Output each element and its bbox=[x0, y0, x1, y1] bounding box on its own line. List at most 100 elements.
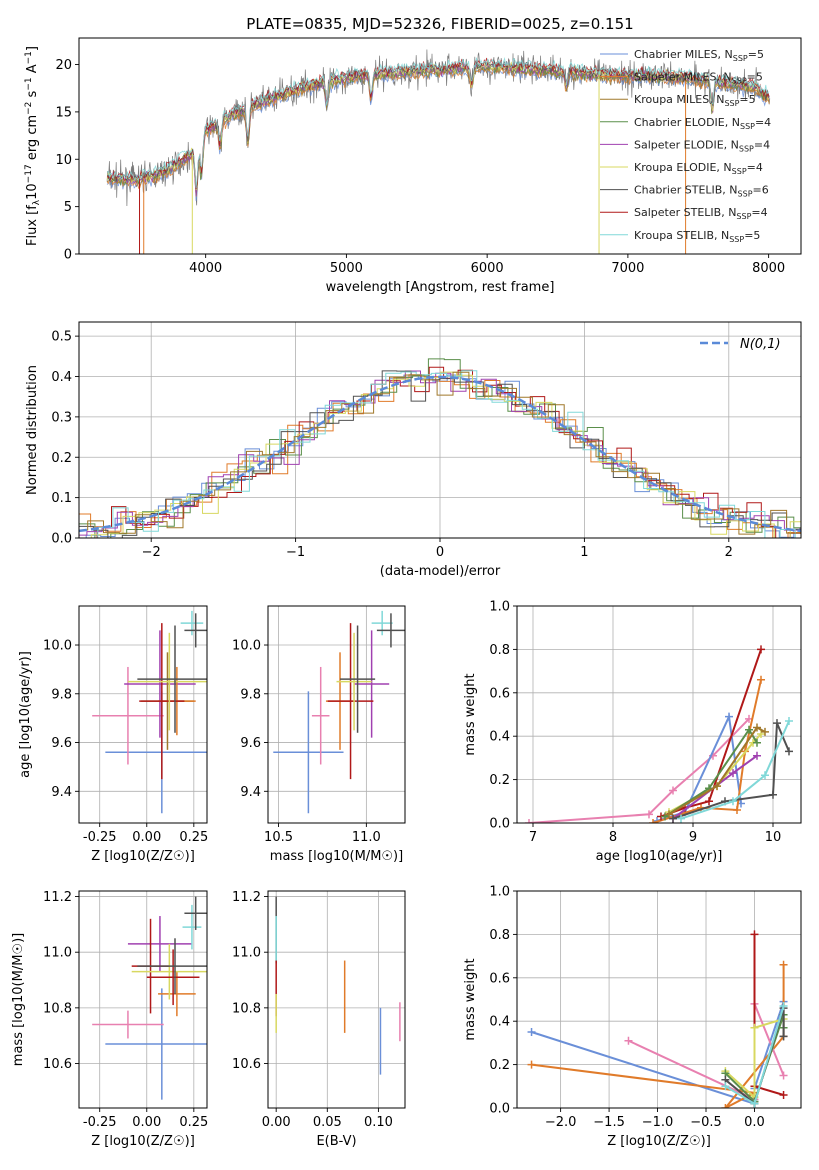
legend-label-subscript: SSP bbox=[732, 77, 747, 86]
legend-label-text: Kroupa ELODIE, N bbox=[634, 161, 732, 174]
legend-label-value: =4 bbox=[755, 116, 771, 129]
mass-weight-marker bbox=[769, 790, 777, 799]
legend-label: N(0,1) bbox=[740, 337, 781, 352]
x-tick-label: 10.5 bbox=[264, 830, 293, 845]
mass-weight-marker bbox=[729, 797, 737, 806]
plot-area-mass_vs_Z bbox=[92, 896, 207, 1100]
mass-weight-marker bbox=[527, 1060, 536, 1069]
y-tick-label: 10.8 bbox=[232, 1001, 261, 1016]
legend-label-text: Salpeter STELIB, N bbox=[634, 206, 736, 219]
y-tick-label: 10.6 bbox=[43, 1057, 72, 1072]
y-tick-label: 10.0 bbox=[43, 639, 72, 654]
y-axis-label-part: −17 bbox=[24, 164, 34, 183]
axes-frame bbox=[78, 37, 802, 255]
legend-label: Chabrier STELIB, NSSP=6 bbox=[634, 184, 769, 199]
legend-label-value: =4 bbox=[751, 206, 767, 219]
x-tick-label: 1 bbox=[580, 545, 588, 560]
mass-weight-marker bbox=[649, 819, 657, 823]
y-tick-label: 0.8 bbox=[489, 643, 510, 658]
y-tick-label: 9.6 bbox=[240, 736, 261, 751]
plot-area-weight_vs_Z bbox=[527, 930, 788, 1108]
y-tick-label: 0.4 bbox=[51, 370, 72, 385]
x-axis-label: (data-model)/error bbox=[380, 564, 501, 579]
x-tick-label: 0.25 bbox=[179, 830, 208, 845]
mass-weight-marker bbox=[750, 1099, 759, 1108]
x-axis-label: mass [log10(M/M☉)] bbox=[270, 849, 403, 864]
x-axis-label: E(B-V) bbox=[316, 1134, 356, 1149]
mass-weight-marker bbox=[527, 1028, 536, 1037]
y-tick-label: 9.4 bbox=[51, 785, 72, 800]
x-tick-label: 7000 bbox=[611, 261, 644, 276]
mass-weight-marker bbox=[645, 810, 653, 819]
legend-label: Kroupa ELODIE, NSSP=4 bbox=[634, 161, 763, 176]
panel-weight_vs_Z: −2.0 −1.5 −1.0 −0.5 0.0 0.0 0.2 0.4 0.6 0.8 1.0 Z [… bbox=[463, 885, 802, 1149]
axes-frame bbox=[267, 890, 406, 1109]
legend-label-subscript: SSP bbox=[736, 212, 751, 221]
y-axis-label-part: −2 bbox=[24, 102, 34, 115]
x-tick-label: 2 bbox=[725, 545, 733, 560]
y-axis-label-part: erg cm bbox=[25, 115, 40, 164]
x-tick-label: −1 bbox=[286, 545, 305, 560]
legend-label-text: Chabrier ELODIE, N bbox=[634, 116, 740, 129]
y-tick-label: 9.6 bbox=[51, 736, 72, 751]
x-tick-label: 5000 bbox=[330, 261, 363, 276]
y-tick-label: 0.2 bbox=[489, 773, 510, 788]
x-tick-label: 6000 bbox=[471, 261, 504, 276]
y-axis-label: Flux [fλ10−17 erg cm−2 s−1 A−1] bbox=[24, 46, 42, 246]
legend-label-value: =4 bbox=[747, 161, 763, 174]
y-tick-label: 0.3 bbox=[51, 410, 72, 425]
residual-histogram bbox=[79, 358, 801, 538]
mass-weight-marker bbox=[753, 751, 761, 760]
y-tick-label: 20 bbox=[55, 58, 72, 73]
legend-label-text: Kroupa MILES, N bbox=[634, 93, 724, 106]
y-axis-label: mass weight bbox=[463, 673, 478, 755]
legend-label-text: Salpeter MILES, N bbox=[634, 71, 732, 84]
y-tick-label: 0.8 bbox=[489, 928, 510, 943]
mass-weight-line bbox=[753, 934, 784, 1104]
y-axis-label-part: s bbox=[25, 90, 40, 101]
legend-label-subscript: SSP bbox=[739, 144, 754, 153]
legend-label-text: Salpeter ELODIE, N bbox=[634, 138, 739, 151]
y-tick-label: 10.8 bbox=[43, 1001, 72, 1016]
x-tick-label: 11.0 bbox=[352, 830, 381, 845]
y-tick-label: 9.8 bbox=[51, 687, 72, 702]
x-tick-label: -0.25 bbox=[83, 830, 117, 845]
plot-area-age_vs_Z bbox=[92, 610, 207, 814]
x-tick-label: 0.05 bbox=[313, 1115, 342, 1130]
mass-weight-marker bbox=[753, 723, 761, 732]
mass-weight-marker bbox=[713, 782, 721, 791]
y-tick-label: 9.8 bbox=[240, 687, 261, 702]
y-tick-label: 11.0 bbox=[43, 946, 72, 961]
mass-weight-marker bbox=[677, 814, 685, 823]
y-tick-label: 1.0 bbox=[489, 600, 510, 615]
y-tick-label: 11.2 bbox=[232, 890, 261, 905]
legend-label-subscript: SSP bbox=[729, 235, 744, 244]
legend-label-value: =5 bbox=[739, 93, 755, 106]
y-tick-label: 10.0 bbox=[232, 639, 261, 654]
y-tick-label: 0.0 bbox=[489, 817, 510, 832]
legend-label-value: =5 bbox=[748, 48, 764, 61]
y-axis-label-part: λ bbox=[32, 199, 42, 205]
mass-weight-marker bbox=[785, 747, 793, 756]
y-tick-label: 0 bbox=[64, 248, 72, 263]
x-tick-label: −2.0 bbox=[545, 1115, 577, 1130]
x-tick-label: 0.10 bbox=[364, 1115, 393, 1130]
residual-histogram bbox=[82, 370, 801, 538]
axes-frame bbox=[267, 605, 406, 824]
mass-weight-marker bbox=[785, 717, 793, 726]
x-axis-label: age [log10(age/yr)] bbox=[596, 849, 723, 864]
mass-weight-marker bbox=[779, 1090, 788, 1099]
legend-label: Kroupa MILES, NSSP=5 bbox=[634, 93, 756, 108]
y-tick-label: 11.2 bbox=[43, 890, 72, 905]
x-axis-label: Z [log10(Z/Z☉)] bbox=[91, 1134, 195, 1149]
legend-label-subscript: SSP bbox=[732, 167, 747, 176]
y-tick-label: 0.5 bbox=[51, 330, 72, 345]
axes-frame bbox=[516, 605, 802, 824]
y-tick-label: 9.4 bbox=[240, 785, 261, 800]
y-axis-label: mass [log10(M/M☉)] bbox=[11, 933, 26, 1066]
y-tick-label: 0.2 bbox=[51, 451, 72, 466]
plot-area-weight_vs_age bbox=[525, 645, 793, 823]
x-tick-label: −0.5 bbox=[690, 1115, 722, 1130]
y-axis-label-part: −1 bbox=[24, 51, 34, 64]
x-tick-label: 0.00 bbox=[132, 830, 161, 845]
